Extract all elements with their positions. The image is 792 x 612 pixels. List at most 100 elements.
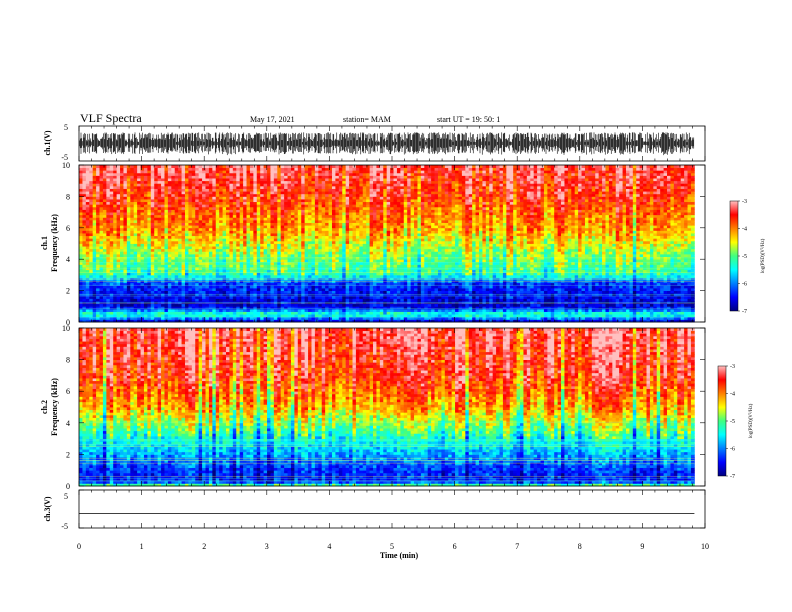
spectrogram-cell bbox=[195, 274, 200, 278]
spectrogram-cell bbox=[311, 269, 316, 273]
spectrogram-cell bbox=[410, 272, 415, 276]
spectrogram-cell bbox=[615, 282, 620, 286]
spectrogram-cell bbox=[85, 306, 90, 310]
spectrogram-cell bbox=[284, 306, 288, 310]
spectrogram-cell bbox=[205, 269, 210, 273]
spectrogram-cell bbox=[383, 282, 388, 286]
spectrogram-cell bbox=[113, 282, 118, 286]
spectrogram-cell bbox=[161, 316, 165, 320]
spectrogram-cell bbox=[564, 298, 569, 302]
spectrogram-cell bbox=[362, 319, 367, 323]
spectrogram-cell bbox=[667, 272, 671, 276]
spectrogram-cell bbox=[304, 282, 309, 286]
spectrogram-cell bbox=[393, 269, 398, 273]
spectrogram-cell bbox=[102, 285, 107, 289]
spectrogram-cell bbox=[489, 303, 494, 307]
spectrogram-cell bbox=[632, 316, 637, 320]
spectrogram-cell bbox=[150, 319, 155, 323]
spectrogram-cell bbox=[116, 290, 121, 294]
spectrogram-cell bbox=[273, 287, 278, 291]
spectrogram-cell bbox=[188, 264, 193, 268]
spectrogram-cell bbox=[437, 269, 442, 273]
spectrogram-cell bbox=[130, 319, 135, 323]
spectrogram-cell bbox=[417, 308, 422, 312]
spectrogram-cell bbox=[198, 303, 203, 307]
spectrogram-cell bbox=[537, 308, 541, 312]
spectrogram-cell bbox=[602, 308, 606, 312]
spectrogram-cell bbox=[595, 319, 600, 323]
spectrogram-cell bbox=[284, 282, 288, 286]
spectrogram-cell bbox=[290, 311, 295, 315]
spectrogram-cell bbox=[581, 290, 586, 294]
spectrogram-cell bbox=[219, 306, 223, 310]
spectrogram-cell bbox=[314, 269, 319, 273]
spectrogram-cell bbox=[243, 280, 247, 284]
spectrogram-cell bbox=[390, 293, 394, 297]
spectrogram-cell bbox=[393, 293, 398, 297]
spectrogram-cell bbox=[123, 272, 128, 276]
spectrogram-cell bbox=[123, 282, 128, 286]
spectrogram-cell bbox=[92, 319, 97, 323]
spectrogram-cell bbox=[208, 316, 213, 320]
spectrogram-cell bbox=[154, 298, 159, 302]
spectrogram-cell bbox=[472, 287, 476, 291]
spectrogram-cell bbox=[184, 298, 189, 302]
spectrogram-cell bbox=[431, 274, 435, 278]
spectrogram-cell bbox=[161, 308, 165, 312]
spectrogram-cell bbox=[99, 282, 104, 286]
spectrogram-cell bbox=[427, 274, 432, 278]
spectrogram-cell bbox=[410, 303, 415, 307]
spectrogram-cell bbox=[540, 295, 545, 299]
spectrogram-cell bbox=[677, 316, 682, 320]
spectrogram-cell bbox=[349, 261, 353, 265]
spectrogram-cell bbox=[202, 272, 206, 276]
spectrogram-cell bbox=[400, 285, 405, 289]
spectrogram-cell bbox=[496, 308, 500, 312]
spectrogram-cell bbox=[448, 314, 453, 318]
spectrogram-cell bbox=[520, 272, 524, 276]
spectrogram-cell bbox=[554, 290, 559, 294]
spectrogram-cell bbox=[311, 298, 316, 302]
spectrogram-cell bbox=[584, 298, 589, 302]
spectrogram-cell bbox=[458, 287, 463, 291]
spectrogram-cell bbox=[342, 280, 347, 284]
spectrogram-cell bbox=[424, 282, 429, 286]
spectrogram-cell bbox=[328, 311, 333, 315]
spectrogram-cell bbox=[308, 272, 312, 276]
spectrogram-cell bbox=[184, 306, 189, 310]
spectrogram-cell bbox=[550, 274, 555, 278]
spectrogram-cell bbox=[280, 272, 285, 276]
spectrogram-cell bbox=[256, 261, 261, 265]
spectrogram-cell bbox=[188, 306, 193, 310]
spectrogram-cell bbox=[349, 306, 353, 310]
spectrogram-cell bbox=[294, 306, 299, 310]
spectrogram-cell bbox=[253, 298, 258, 302]
spectrogram-cell bbox=[280, 282, 285, 286]
spectrogram-cell bbox=[584, 269, 589, 273]
spectrogram-cell bbox=[376, 269, 381, 273]
spectrogram-cell bbox=[567, 274, 572, 278]
spectrogram-cell bbox=[102, 272, 107, 276]
spectrogram-cell bbox=[287, 316, 292, 320]
spectrogram-cell bbox=[543, 269, 548, 273]
spectrogram-cell bbox=[595, 311, 600, 315]
spectrogram-cell bbox=[410, 280, 415, 284]
spectrogram-cell bbox=[376, 316, 381, 320]
spectrogram-cell bbox=[215, 290, 220, 294]
spectrogram-cell bbox=[690, 285, 695, 289]
spectrogram-cell bbox=[684, 308, 688, 312]
spectrogram-cell bbox=[472, 282, 476, 286]
spectrogram-cell bbox=[308, 293, 312, 297]
spectrogram-cell bbox=[677, 272, 682, 276]
spectrogram-cell bbox=[147, 274, 152, 278]
spectrogram-cell bbox=[164, 285, 169, 289]
spectrogram-cell bbox=[379, 293, 384, 297]
spectrogram-cell bbox=[403, 285, 408, 289]
spectrogram-cell bbox=[424, 287, 429, 291]
spectrogram-cell bbox=[482, 282, 487, 286]
spectrogram-cell bbox=[550, 269, 555, 273]
spectrogram-cell bbox=[263, 306, 268, 310]
spectrogram-cell bbox=[308, 308, 312, 312]
spectrogram-cell bbox=[663, 295, 668, 299]
spectrogram-cell bbox=[147, 287, 152, 291]
